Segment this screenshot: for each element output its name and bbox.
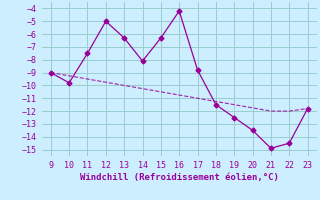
X-axis label: Windchill (Refroidissement éolien,°C): Windchill (Refroidissement éolien,°C) xyxy=(80,173,279,182)
